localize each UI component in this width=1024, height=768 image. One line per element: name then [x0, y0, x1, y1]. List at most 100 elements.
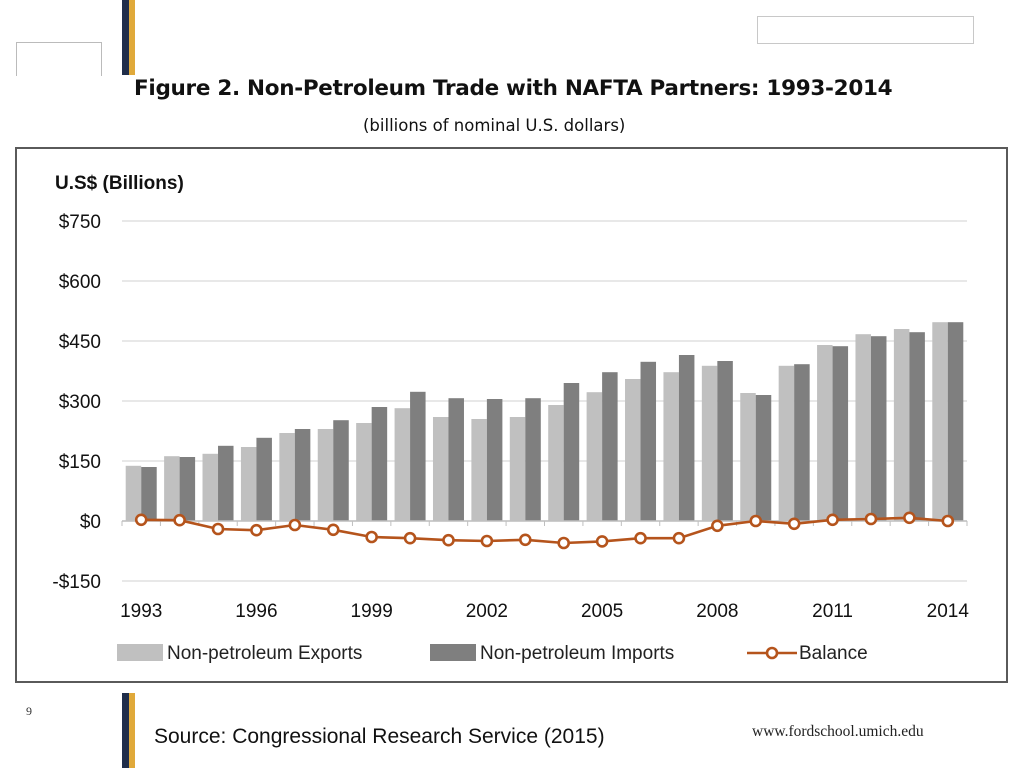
export-bar — [893, 329, 910, 521]
balance-point — [403, 531, 417, 545]
left-accent-stripe-top — [129, 0, 135, 75]
balance-point — [634, 531, 647, 545]
export-bar — [279, 433, 295, 521]
export-bar — [740, 393, 756, 521]
import-bar — [717, 361, 733, 521]
y-tick-label: $0 — [80, 512, 101, 533]
export-bar — [932, 322, 948, 521]
import-bar — [794, 364, 810, 521]
export-bar — [394, 408, 411, 521]
balance-point — [134, 513, 148, 527]
import-bar — [371, 407, 388, 521]
balance-point — [903, 511, 916, 525]
import-bar — [141, 467, 157, 521]
y-tick-label: -$150 — [52, 572, 101, 593]
left-accent-bar-bottom — [122, 693, 129, 768]
export-bar — [855, 334, 871, 521]
y-axis-title: U.S$ (Billions) — [55, 173, 184, 194]
export-bar — [317, 429, 334, 521]
export-bar — [164, 456, 180, 521]
import-bar — [909, 332, 925, 521]
y-tick-label: $750 — [59, 212, 101, 233]
import-bar — [563, 383, 580, 521]
balance-point — [672, 531, 686, 545]
export-bar — [548, 405, 564, 521]
balance-point — [941, 514, 955, 528]
legend-swatch-imports — [430, 644, 476, 661]
figure-subtitle: (billions of nominal U.S. dollars) — [363, 116, 626, 135]
embedded-thumbnail — [16, 42, 102, 76]
import-bar — [486, 399, 503, 521]
left-accent-bar-top — [122, 0, 129, 75]
import-bar — [410, 391, 426, 521]
export-bar — [509, 417, 526, 521]
balance-point — [480, 534, 494, 548]
empty-text-box[interactable] — [757, 16, 974, 44]
import-bar — [333, 420, 349, 521]
import-bar — [870, 336, 887, 521]
x-tick-label: 1996 — [235, 601, 277, 622]
y-tick-label: $300 — [59, 392, 101, 413]
import-bar — [525, 398, 541, 521]
export-bar — [356, 423, 372, 521]
export-bar — [240, 447, 257, 521]
import-bar — [678, 355, 695, 521]
balance-line — [141, 516, 948, 545]
import-bar — [448, 398, 464, 521]
x-tick-label: 1993 — [120, 601, 162, 622]
export-bar — [778, 365, 795, 521]
export-bar — [701, 365, 718, 521]
balance-point — [250, 523, 263, 537]
import-bar — [294, 429, 311, 521]
export-bar — [586, 392, 603, 521]
import-bar — [832, 346, 849, 521]
balance-point — [557, 536, 571, 550]
import-bar — [218, 445, 234, 521]
x-tick-label: 2008 — [696, 601, 738, 622]
balance-point — [211, 522, 225, 536]
balance-point — [864, 512, 878, 526]
export-bar — [125, 465, 142, 521]
import-bar — [640, 361, 657, 521]
left-accent-stripe-bottom — [129, 693, 135, 768]
import-bar — [256, 437, 272, 521]
source-note: Source: Congressional Research Service (… — [154, 725, 605, 748]
import-bar — [602, 372, 618, 521]
x-tick-label: 2014 — [927, 601, 970, 622]
import-bar — [755, 395, 772, 521]
x-tick-label: 2005 — [581, 601, 623, 622]
balance-point — [787, 517, 801, 531]
balance-point — [826, 513, 839, 527]
page-number: 9 — [26, 704, 32, 718]
import-bar — [179, 457, 196, 521]
export-bar — [202, 453, 219, 521]
legend-label-exports: Non-petroleum Exports — [167, 643, 362, 664]
export-bar — [663, 372, 679, 521]
export-bar — [471, 419, 487, 521]
x-tick-label: 1999 — [351, 601, 393, 622]
legend-label-imports: Non-petroleum Imports — [480, 643, 674, 664]
balance-point — [173, 513, 186, 527]
balance-point — [326, 523, 340, 537]
export-bar — [817, 345, 833, 521]
export-bar — [432, 417, 449, 521]
legend-label-balance: Balance — [799, 643, 868, 664]
figure-title: Figure 2. Non-Petroleum Trade with NAFTA… — [134, 76, 893, 101]
balance-point — [365, 530, 378, 544]
x-tick-label: 2002 — [466, 601, 508, 622]
balance-point — [288, 518, 302, 532]
balance-point — [749, 514, 763, 528]
y-tick-label: $450 — [59, 332, 101, 353]
balance-point — [711, 519, 724, 533]
trade-chart: U.S$ (Billions) $750 $600 $450 $300 $150 $0 -$1… — [52, 173, 970, 664]
chart-frame: U.S$ (Billions) $750 $600 $450 $300 $150 $0 -$1… — [15, 147, 1008, 683]
balance-point — [518, 533, 532, 547]
export-bar — [625, 379, 641, 521]
balance-point — [442, 533, 455, 547]
website-link[interactable]: www.fordschool.umich.edu — [752, 723, 924, 740]
y-tick-label: $600 — [59, 272, 101, 293]
y-tick-label: $150 — [59, 452, 101, 473]
import-bar — [947, 322, 964, 521]
x-tick-label: 2011 — [812, 601, 853, 622]
balance-point — [595, 535, 609, 548]
